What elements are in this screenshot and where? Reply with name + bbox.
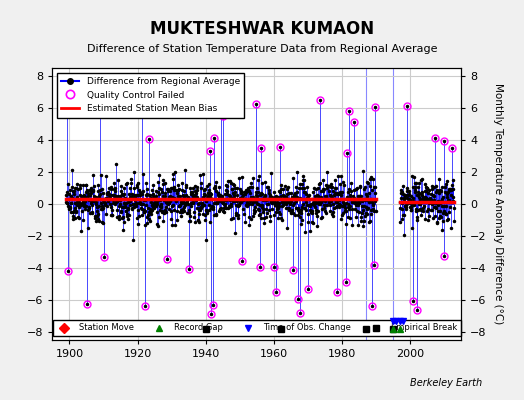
- Y-axis label: Monthly Temperature Anomaly Difference (°C): Monthly Temperature Anomaly Difference (…: [493, 83, 504, 325]
- Legend: Station Move, Record Gap, Time of Obs. Change, Empirical Break: Station Move, Record Gap, Time of Obs. C…: [53, 320, 461, 336]
- Text: MUKTESHWAR KUMAON: MUKTESHWAR KUMAON: [150, 20, 374, 38]
- Text: Difference of Station Temperature Data from Regional Average: Difference of Station Temperature Data f…: [87, 44, 437, 54]
- Text: Berkeley Earth: Berkeley Earth: [410, 378, 482, 388]
